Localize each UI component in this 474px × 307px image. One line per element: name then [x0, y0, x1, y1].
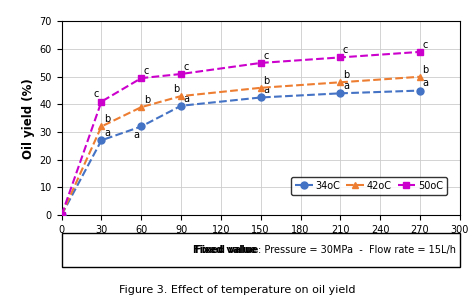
- 42oC: [138, 105, 144, 109]
- Line: 34oC: 34oC: [58, 87, 423, 218]
- Text: a: a: [343, 81, 349, 91]
- Text: a: a: [133, 130, 139, 140]
- Text: b: b: [104, 114, 110, 124]
- Text: b: b: [144, 95, 150, 105]
- Text: c: c: [144, 66, 149, 76]
- Text: c: c: [423, 40, 428, 50]
- 42oC: [337, 80, 343, 84]
- 34oC: [337, 91, 343, 95]
- 50oC: [337, 56, 343, 59]
- Line: 42oC: 42oC: [58, 73, 423, 218]
- 34oC: [59, 213, 64, 217]
- 42oC: [258, 86, 264, 90]
- 34oC: [417, 89, 423, 92]
- Text: a: a: [264, 85, 269, 95]
- 50oC: [178, 72, 184, 76]
- Text: a: a: [184, 94, 190, 104]
- Text: c: c: [93, 89, 99, 99]
- Text: Figure 3. Effect of temperature on oil yield: Figure 3. Effect of temperature on oil y…: [119, 285, 355, 295]
- 50oC: [417, 50, 423, 54]
- Line: 50oC: 50oC: [58, 49, 423, 218]
- Text: c: c: [184, 62, 189, 72]
- 42oC: [178, 94, 184, 98]
- Text: b: b: [264, 76, 270, 86]
- 34oC: [99, 138, 104, 142]
- Text: c: c: [343, 45, 348, 55]
- Text: Fixed value: Fixed value: [195, 245, 258, 255]
- 50oC: [99, 100, 104, 103]
- Text: Fixed value: Fixed value: [192, 245, 256, 255]
- Text: a: a: [423, 78, 428, 88]
- Text: b: b: [423, 64, 429, 75]
- 50oC: [138, 76, 144, 80]
- 34oC: [178, 104, 184, 108]
- 42oC: [99, 125, 104, 128]
- 50oC: [59, 213, 64, 217]
- 34oC: [138, 125, 144, 128]
- 34oC: [258, 96, 264, 99]
- Legend: 34oC, 42oC, 50oC: 34oC, 42oC, 50oC: [292, 177, 447, 195]
- Text: b: b: [173, 84, 179, 94]
- X-axis label: Time (mins): Time (mins): [221, 239, 300, 252]
- Text: c: c: [264, 51, 269, 61]
- Text: : Pressure = 30MPa  -  Flow rate = 15L/h: : Pressure = 30MPa - Flow rate = 15L/h: [258, 245, 456, 255]
- Y-axis label: Oil yield (%): Oil yield (%): [22, 78, 36, 159]
- Text: b: b: [343, 70, 349, 80]
- Text: a: a: [104, 128, 110, 138]
- 42oC: [417, 75, 423, 79]
- 50oC: [258, 61, 264, 65]
- 42oC: [59, 213, 64, 217]
